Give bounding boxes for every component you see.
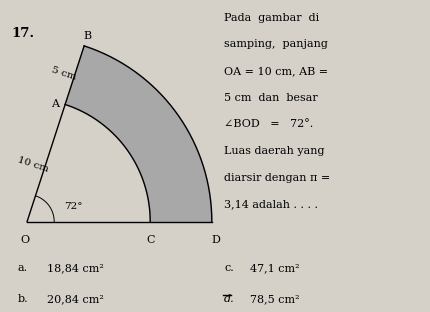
Text: 47,1 cm²: 47,1 cm² — [249, 263, 299, 273]
Text: 18,84 cm²: 18,84 cm² — [47, 263, 104, 273]
Polygon shape — [65, 46, 211, 222]
Text: a.: a. — [17, 263, 27, 273]
Text: D: D — [211, 235, 219, 245]
Text: b.: b. — [17, 294, 28, 304]
Text: A: A — [51, 100, 59, 110]
Text: Luas daerah yang: Luas daerah yang — [224, 146, 324, 156]
Text: Pada  gambar  di: Pada gambar di — [224, 13, 319, 23]
Text: c.: c. — [224, 263, 233, 273]
Text: 5 cm: 5 cm — [50, 66, 77, 82]
Text: 72°: 72° — [64, 202, 82, 211]
Text: samping,  panjang: samping, panjang — [224, 39, 327, 49]
Text: d.: d. — [224, 294, 234, 304]
Text: OA = 10 cm, AB =: OA = 10 cm, AB = — [224, 66, 327, 76]
Text: 5 cm  dan  besar: 5 cm dan besar — [224, 93, 317, 103]
Text: O: O — [20, 235, 29, 245]
Text: 78,5 cm²: 78,5 cm² — [249, 294, 299, 304]
Text: B: B — [83, 31, 92, 41]
Text: C: C — [146, 235, 154, 245]
Text: diarsir dengan π =: diarsir dengan π = — [224, 173, 329, 183]
Text: 20,84 cm²: 20,84 cm² — [47, 294, 104, 304]
Text: 3,14 adalah . . . .: 3,14 adalah . . . . — [224, 199, 317, 209]
Text: ∠BOD   =   72°.: ∠BOD = 72°. — [224, 119, 313, 129]
Text: 17.: 17. — [11, 27, 34, 40]
Text: 10 cm: 10 cm — [16, 155, 49, 173]
